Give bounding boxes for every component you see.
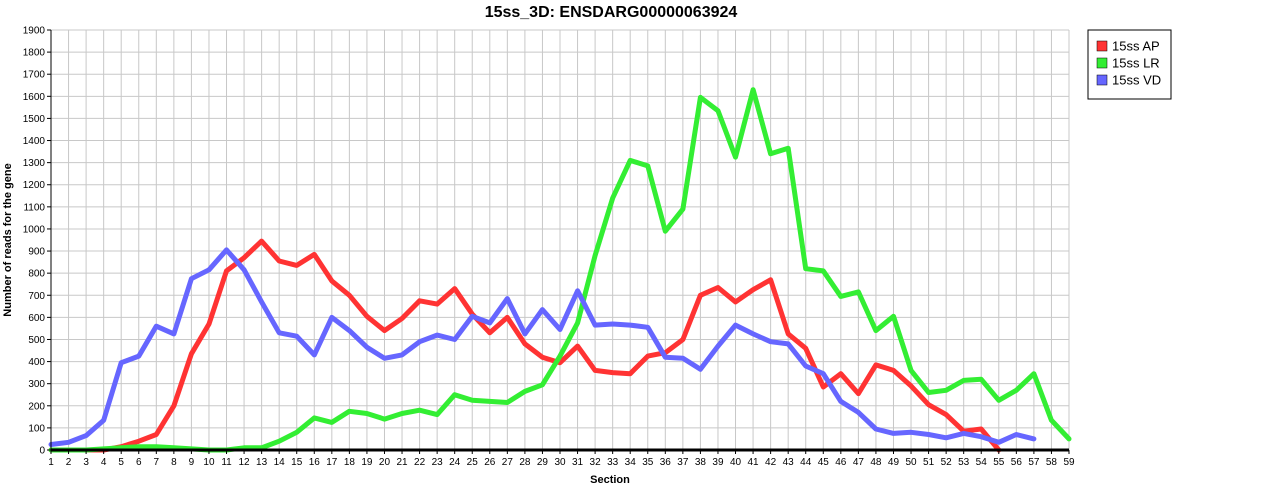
x-tick-label: 31 <box>572 457 584 468</box>
x-tick-label: 34 <box>625 457 637 468</box>
y-axis-title: Number of reads for the gene <box>2 163 14 316</box>
y-tick-label: 1000 <box>23 224 46 235</box>
y-tick-label: 500 <box>28 335 45 346</box>
y-tick-label: 1600 <box>23 92 46 103</box>
x-tick-label: 56 <box>1011 457 1023 468</box>
x-tick-label: 40 <box>730 457 742 468</box>
y-tick-label: 1500 <box>23 114 46 125</box>
y-tick-label: 600 <box>28 313 45 324</box>
x-tick-label: 44 <box>800 457 812 468</box>
x-tick-label: 1 <box>48 457 54 468</box>
y-tick-label: 1900 <box>23 26 46 37</box>
x-tick-label: 13 <box>256 457 268 468</box>
x-tick-label: 8 <box>171 457 177 468</box>
x-tick-label: 45 <box>818 457 830 468</box>
chart-legend: 15ss AP 15ss LR 15ss VD <box>1087 29 1172 100</box>
x-tick-label: 20 <box>379 457 391 468</box>
x-tick-label: 11 <box>221 457 232 468</box>
x-tick-label: 30 <box>554 457 566 468</box>
legend-swatch <box>1096 74 1108 86</box>
series-line-15ss-vd <box>48 247 1037 447</box>
y-tick-label: 1700 <box>23 70 46 81</box>
x-tick-label: 2 <box>66 457 72 468</box>
x-tick-label: 26 <box>484 457 496 468</box>
x-tick-label: 32 <box>590 457 602 468</box>
chart-grid <box>50 29 1070 451</box>
x-tick-label: 49 <box>888 457 900 468</box>
y-tick-label: 700 <box>28 291 45 302</box>
x-tick-label: 37 <box>677 457 689 468</box>
y-tick-label: 300 <box>28 379 45 390</box>
x-tick-label: 55 <box>993 457 1005 468</box>
x-tick-label: 51 <box>923 457 935 468</box>
legend-label: 15ss VD <box>1112 73 1161 88</box>
x-tick-label: 12 <box>239 457 251 468</box>
y-axis-ticks: 0 100 200 300 400 500 600 700 800 900 1000 1100 1200… <box>23 26 51 457</box>
x-axis-ticks: 1 2 3 4 5 6 7 8 9 10 11 12 13 14 15 16 17 18 19 20 21 22 23 24 2… <box>48 450 1075 468</box>
legend-label: 15ss AP <box>1112 39 1160 54</box>
x-tick-label: 54 <box>976 457 988 468</box>
x-tick-label: 7 <box>154 457 160 468</box>
x-tick-label: 33 <box>607 457 619 468</box>
x-tick-label: 39 <box>712 457 724 468</box>
x-tick-label: 21 <box>396 457 408 468</box>
y-tick-label: 1100 <box>23 202 45 213</box>
x-tick-label: 36 <box>660 457 672 468</box>
x-tick-label: 29 <box>537 457 549 468</box>
x-tick-label: 41 <box>748 457 760 468</box>
x-tick-label: 58 <box>1046 457 1058 468</box>
x-tick-label: 16 <box>309 457 321 468</box>
x-tick-label: 4 <box>101 457 107 468</box>
y-tick-label: 900 <box>28 247 45 258</box>
y-tick-label: 800 <box>28 269 45 280</box>
legend-swatch <box>1096 57 1108 69</box>
x-tick-label: 15 <box>291 457 303 468</box>
y-tick-label: 1200 <box>23 180 46 191</box>
x-tick-label: 38 <box>695 457 707 468</box>
x-tick-label: 3 <box>83 457 89 468</box>
x-tick-label: 25 <box>467 457 479 468</box>
x-tick-label: 19 <box>361 457 373 468</box>
y-tick-label: 1400 <box>23 136 46 147</box>
x-tick-label: 17 <box>326 457 338 468</box>
x-tick-label: 18 <box>344 457 356 468</box>
y-tick-label: 1800 <box>23 48 46 59</box>
x-tick-label: 52 <box>941 457 953 468</box>
x-tick-label: 47 <box>853 457 865 468</box>
x-tick-label: 22 <box>414 457 426 468</box>
y-tick-label: 400 <box>28 357 45 368</box>
x-tick-label: 5 <box>118 457 124 468</box>
series-line-15ss-ap <box>48 238 1002 453</box>
legend-swatch <box>1096 40 1108 52</box>
y-tick-label: 200 <box>28 401 45 412</box>
x-tick-label: 14 <box>274 457 286 468</box>
x-tick-label: 24 <box>449 457 461 468</box>
x-tick-label: 35 <box>642 457 654 468</box>
x-tick-label: 9 <box>189 457 195 468</box>
x-tick-label: 53 <box>958 457 970 468</box>
x-tick-label: 10 <box>203 457 215 468</box>
x-tick-label: 6 <box>136 457 142 468</box>
x-tick-label: 46 <box>835 457 847 468</box>
y-tick-label: 0 <box>39 446 45 457</box>
x-tick-label: 27 <box>502 457 514 468</box>
y-tick-label: 1300 <box>23 158 46 169</box>
x-tick-label: 42 <box>765 457 777 468</box>
x-tick-label: 23 <box>432 457 444 468</box>
y-tick-label: 100 <box>28 423 45 434</box>
x-tick-label: 28 <box>519 457 531 468</box>
x-tick-label: 59 <box>1063 457 1075 468</box>
x-axis-title: Section <box>590 474 630 486</box>
chart-title: 15ss_3D: ENSDARG00000063924 <box>485 4 738 21</box>
x-tick-label: 50 <box>905 457 917 468</box>
legend-label: 15ss LR <box>1112 56 1160 71</box>
x-tick-label: 57 <box>1028 457 1040 468</box>
x-tick-label: 43 <box>783 457 795 468</box>
x-tick-label: 48 <box>870 457 882 468</box>
